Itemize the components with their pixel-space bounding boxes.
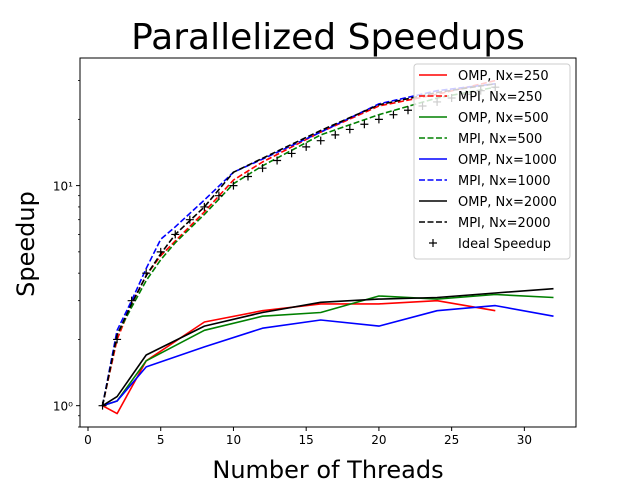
ideal-speedup-point: [404, 106, 412, 115]
axes-frame: [79, 57, 577, 428]
ideal-speedup-point: [389, 110, 398, 119]
ideal-speedup-point: [360, 120, 369, 129]
chart-title: Parallelized Speedups: [131, 17, 525, 58]
plot-area: 0 5 10 15 20 25 30 10⁰ 10¹: [53, 57, 577, 447]
x-tick-label: 30: [517, 433, 532, 447]
ideal-speedup-point: [156, 247, 165, 256]
ideal-speedup-point: [127, 296, 136, 305]
series-line-mpi-nx-1000: [101, 83, 496, 406]
ideal-speedup-point: [171, 230, 180, 239]
legend-entry: MPI, Nx=250: [419, 90, 542, 105]
legend-box: [413, 63, 571, 260]
series-line-omp-nx-2000: [102, 287, 554, 407]
legend-label: MPI, Nx=1000: [458, 174, 551, 189]
series-line-omp-nx-1000: [102, 304, 554, 407]
legend-entry: MPI, Nx=1000: [419, 174, 551, 189]
ideal-speedup-point: [374, 115, 383, 124]
legend-label: MPI, Nx=500: [458, 132, 542, 147]
legend-entry: OMP, Nx=500: [419, 111, 549, 126]
x-tick-label: 15: [299, 433, 314, 447]
ideal-speedup-point: [200, 202, 209, 211]
ideal-speedup-point: [287, 149, 296, 158]
x-tick-label: 5: [157, 433, 165, 447]
legend-label: OMP, Nx=1000: [458, 153, 557, 168]
x-tick-label: 20: [371, 433, 386, 447]
legend-label: MPI, Nx=2000: [458, 216, 551, 231]
legend-entry: Ideal Speedup: [429, 237, 551, 252]
ideal-speedup-point: [98, 401, 107, 410]
ideal-speedup-point: [302, 142, 311, 151]
series-line-omp-nx-250: [102, 299, 496, 415]
legend-label: OMP, Nx=250: [458, 69, 549, 84]
ideal-speedup-point: [331, 130, 340, 139]
legend-entry: MPI, Nx=500: [419, 132, 542, 147]
legend-entry: OMP, Nx=2000: [419, 195, 557, 210]
ideal-speedup-point: [229, 181, 238, 190]
series-line-mpi-nx-500: [101, 86, 496, 406]
legend-marker: [429, 239, 437, 247]
y-axis-label: Speedup: [12, 191, 40, 297]
ideal-speedup-point: [345, 125, 354, 134]
legend-label: OMP, Nx=2000: [458, 195, 557, 210]
ideal-speedup-point: [185, 215, 194, 224]
legend-entry: MPI, Nx=2000: [419, 216, 551, 231]
series-group: [98, 79, 554, 415]
x-tick-label: 0: [84, 433, 92, 447]
legend-label: MPI, Nx=250: [458, 90, 542, 105]
x-tick-label: 10: [226, 433, 241, 447]
x-tick-label: 25: [444, 433, 459, 447]
y-tick-label: 10¹: [53, 180, 73, 194]
legend-label: Ideal Speedup: [458, 237, 551, 252]
ideal-speedup-point: [258, 164, 267, 173]
ideal-speedup-point: [244, 172, 252, 181]
y-tick-label: 10⁰: [53, 400, 73, 414]
ideal-speedup-point: [214, 191, 223, 200]
x-axis-label: Number of Threads: [212, 456, 443, 480]
series-line-omp-nx-500: [102, 293, 554, 407]
legend: OMP, Nx=250 MPI, Nx=250 OMP, Nx=500 MPI, Nx…: [413, 63, 571, 260]
legend-entry: OMP, Nx=1000: [419, 153, 557, 168]
ideal-speedup-point: [113, 335, 122, 344]
ideal-speedup-point: [316, 136, 325, 145]
ideal-speedup-point: [273, 156, 282, 165]
legend-entry: OMP, Nx=250: [419, 69, 549, 84]
legend-label: OMP, Nx=500: [458, 111, 549, 126]
ideal-speedup-point: [142, 269, 151, 278]
